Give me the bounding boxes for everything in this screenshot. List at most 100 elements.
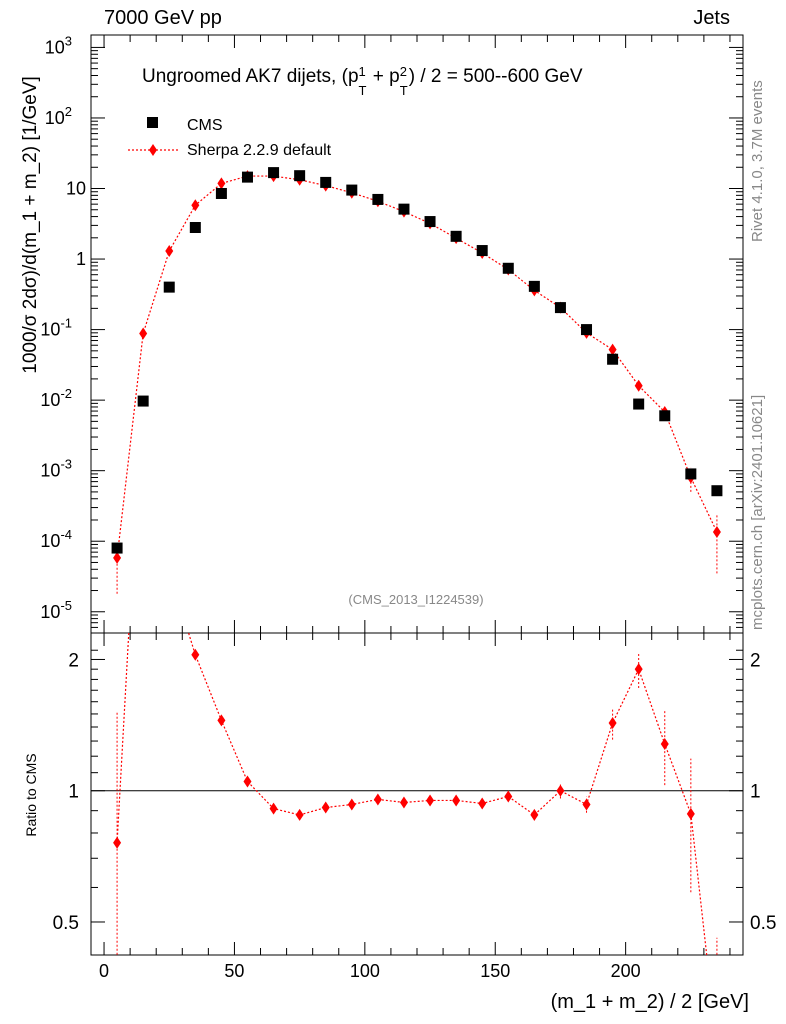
legend-marker-cms [147,117,158,128]
sherpa-point [191,199,200,212]
rivet-label: Rivet 4.1.0, 3.7M events [749,80,766,242]
cms-point [633,398,645,410]
cms-point [581,324,593,336]
energy-label: 7000 GeV pp [104,7,222,29]
ratio-plot-area [113,369,718,955]
y-axis-label: 1000/σ 2dσ)/d(m_1 + m_2) [1/GeV] [20,76,41,374]
title-mid: + p [367,66,400,87]
cms-point [215,187,227,199]
ratio-point [269,802,278,815]
cms-point [372,193,384,205]
ratio-point [373,793,382,806]
ratio-point [530,808,539,821]
y-tick-label: 10-3 [40,457,72,481]
ratio-y-axis-label: Ratio to CMS [23,753,39,836]
y-tick-label: 10-4 [40,527,72,551]
ratio-point [582,798,591,811]
cms-point [659,410,671,422]
cms-point [189,222,201,234]
ratio-point [321,801,330,814]
cms-point [685,468,697,480]
ratio-line [116,633,708,955]
title-post: ) / 2 = 500--600 GeV [408,66,583,87]
ratio-point [426,794,435,807]
ratio-point [686,807,695,820]
x-tick-label: 100 [350,961,380,981]
sherpa-point [712,526,721,539]
ratio-tick-label-right: 1 [750,782,761,803]
cms-point [711,485,723,497]
legend-label-cms: CMS [187,117,223,134]
legend: CMS Sherpa 2.2.9 default [128,117,332,159]
ratio-point [608,716,617,729]
x-tick-label: 200 [611,961,641,981]
ratio-tick-label-right: 2 [750,650,761,671]
title-sub2: T [399,83,408,98]
mcplots-label: mcplots.cern.ch [arXiv:2401.10621] [749,395,766,630]
sherpa-point [608,343,617,356]
cms-point [607,353,619,365]
legend-label-sherpa: Sherpa 2.2.9 default [187,142,332,159]
legend-marker-sherpa [149,144,157,156]
ratio-panel-frame [90,632,744,956]
ratio-point [347,798,356,811]
y-tick-label: 10-2 [40,386,72,410]
ratio-point [399,796,408,809]
ratio-tick-label: 0.5 [53,913,79,934]
cms-point [346,184,358,196]
x-tick-label: 150 [480,961,510,981]
cms-point [528,280,540,292]
x-tick-label: 50 [224,961,244,981]
y-tick-label: 102 [45,104,72,128]
title-sup1: 1 [358,64,366,79]
cms-point [241,171,253,183]
ratio-point [452,794,461,807]
ratio-point [191,648,200,661]
cms-point [450,230,462,242]
sherpa-line [116,175,718,558]
sherpa-point [139,327,148,340]
cms-point [476,245,488,257]
ratio-point [478,797,487,810]
y-tick-label: 10 [66,179,86,199]
ratio-point [139,369,147,381]
x-axis-label: (m_1 + m_2) / 2 [GeV] [551,991,749,1013]
cms-point [502,262,514,274]
ratio-point [660,737,669,750]
title-sup2: 2 [399,64,407,79]
cms-point [554,302,566,314]
y-tick-label: 103 [45,33,72,57]
cms-point [294,170,306,182]
y-tick-label: 10-1 [40,316,72,340]
ratio-point [243,775,252,788]
ratio-point [113,836,122,849]
chart-title: Ungroomed AK7 dijets, (p 1 T + p 2 T) / 2 = … [142,64,583,98]
ratio-point [165,564,173,576]
cms-point [163,281,175,293]
y-tick-label: 1 [76,249,86,269]
ratio-point [504,790,513,803]
ratio-point [634,663,643,676]
ratio-tick-label-right: 0.5 [750,913,776,934]
title-sub1: T [358,83,367,98]
y-tick-label: 10-5 [40,598,72,622]
cms-point [398,203,410,215]
ratio-point [295,808,304,821]
main-plot-area [111,167,723,594]
ratio-tick-label: 2 [68,650,79,671]
title-pre: Ungroomed AK7 dijets, (p [142,66,359,87]
ratio-point [217,714,226,727]
sherpa-point [217,177,226,190]
sherpa-point [113,551,122,564]
sherpa-point [165,245,174,258]
sherpa-point [634,379,643,392]
x-tick-label: 0 [99,961,109,981]
cms-point [111,542,123,554]
analysis-id: (CMS_2013_I1224539) [348,592,483,607]
ratio-tick-label: 1 [68,782,79,803]
cms-point [320,176,332,188]
cms-point [268,167,280,179]
cms-point [424,216,436,228]
cms-point [137,395,149,407]
